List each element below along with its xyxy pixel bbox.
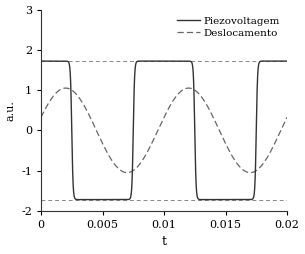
Deslocamento <box>156 130 159 133</box>
Deslocamento <box>285 116 289 119</box>
Deslocamento <box>64 87 67 90</box>
Line: Piezovoltagem: Piezovoltagem <box>41 61 287 200</box>
Y-axis label: a.u.: a.u. <box>5 100 16 121</box>
Piezovoltagem <box>156 60 159 63</box>
Piezovoltagem <box>39 60 43 63</box>
Piezovoltagem <box>188 60 192 63</box>
Deslocamento <box>101 141 104 145</box>
Deslocamento <box>188 87 192 90</box>
Piezovoltagem <box>269 60 273 63</box>
Deslocamento <box>248 171 252 174</box>
Piezovoltagem <box>215 198 219 201</box>
Deslocamento <box>197 92 201 95</box>
Piezovoltagem <box>100 198 104 201</box>
Deslocamento <box>215 124 219 127</box>
Legend: Piezovoltagem, Deslocamento: Piezovoltagem, Deslocamento <box>175 15 282 40</box>
Deslocamento <box>269 149 273 152</box>
Piezovoltagem <box>101 198 104 201</box>
Line: Deslocamento: Deslocamento <box>41 88 287 173</box>
Piezovoltagem <box>197 198 201 201</box>
Piezovoltagem <box>285 60 289 63</box>
X-axis label: t: t <box>162 235 167 248</box>
Deslocamento <box>39 116 43 119</box>
